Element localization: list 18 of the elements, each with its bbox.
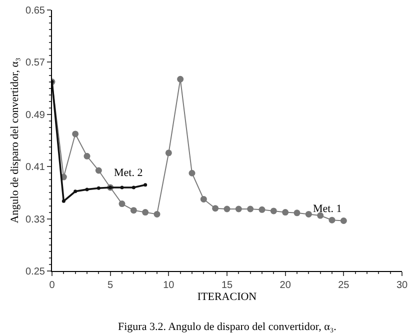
y-tick-label: 0.65 (26, 6, 46, 16)
x-tick-label: 20 (280, 280, 292, 291)
y-tick-label: 0.57 (26, 58, 46, 69)
x-tick-label: 10 (163, 280, 175, 291)
y-tick-label: 0.41 (26, 162, 46, 174)
text: Figura 3.2. Angulo de disparo del convertidor, α₃. (118, 321, 337, 333)
y-tick-label: 0.33 (26, 214, 46, 226)
y-axis-title: Angulo de disparo del convertidor, α₃ (9, 58, 22, 224)
series-label: Met. 2 (114, 167, 143, 179)
x-axis-title: ITERACION (197, 291, 257, 304)
x-tick-label: 5 (108, 280, 114, 291)
x-tick-label: 15 (221, 280, 233, 291)
x-tick-label: 0 (49, 280, 56, 291)
x-tick-label: 25 (338, 280, 350, 291)
y-tick-label: 0.25 (26, 266, 46, 278)
y-tick-label: 0.49 (26, 110, 46, 121)
x-tick-label: 30 (396, 280, 408, 291)
series-label: Met. 1 (313, 203, 342, 215)
